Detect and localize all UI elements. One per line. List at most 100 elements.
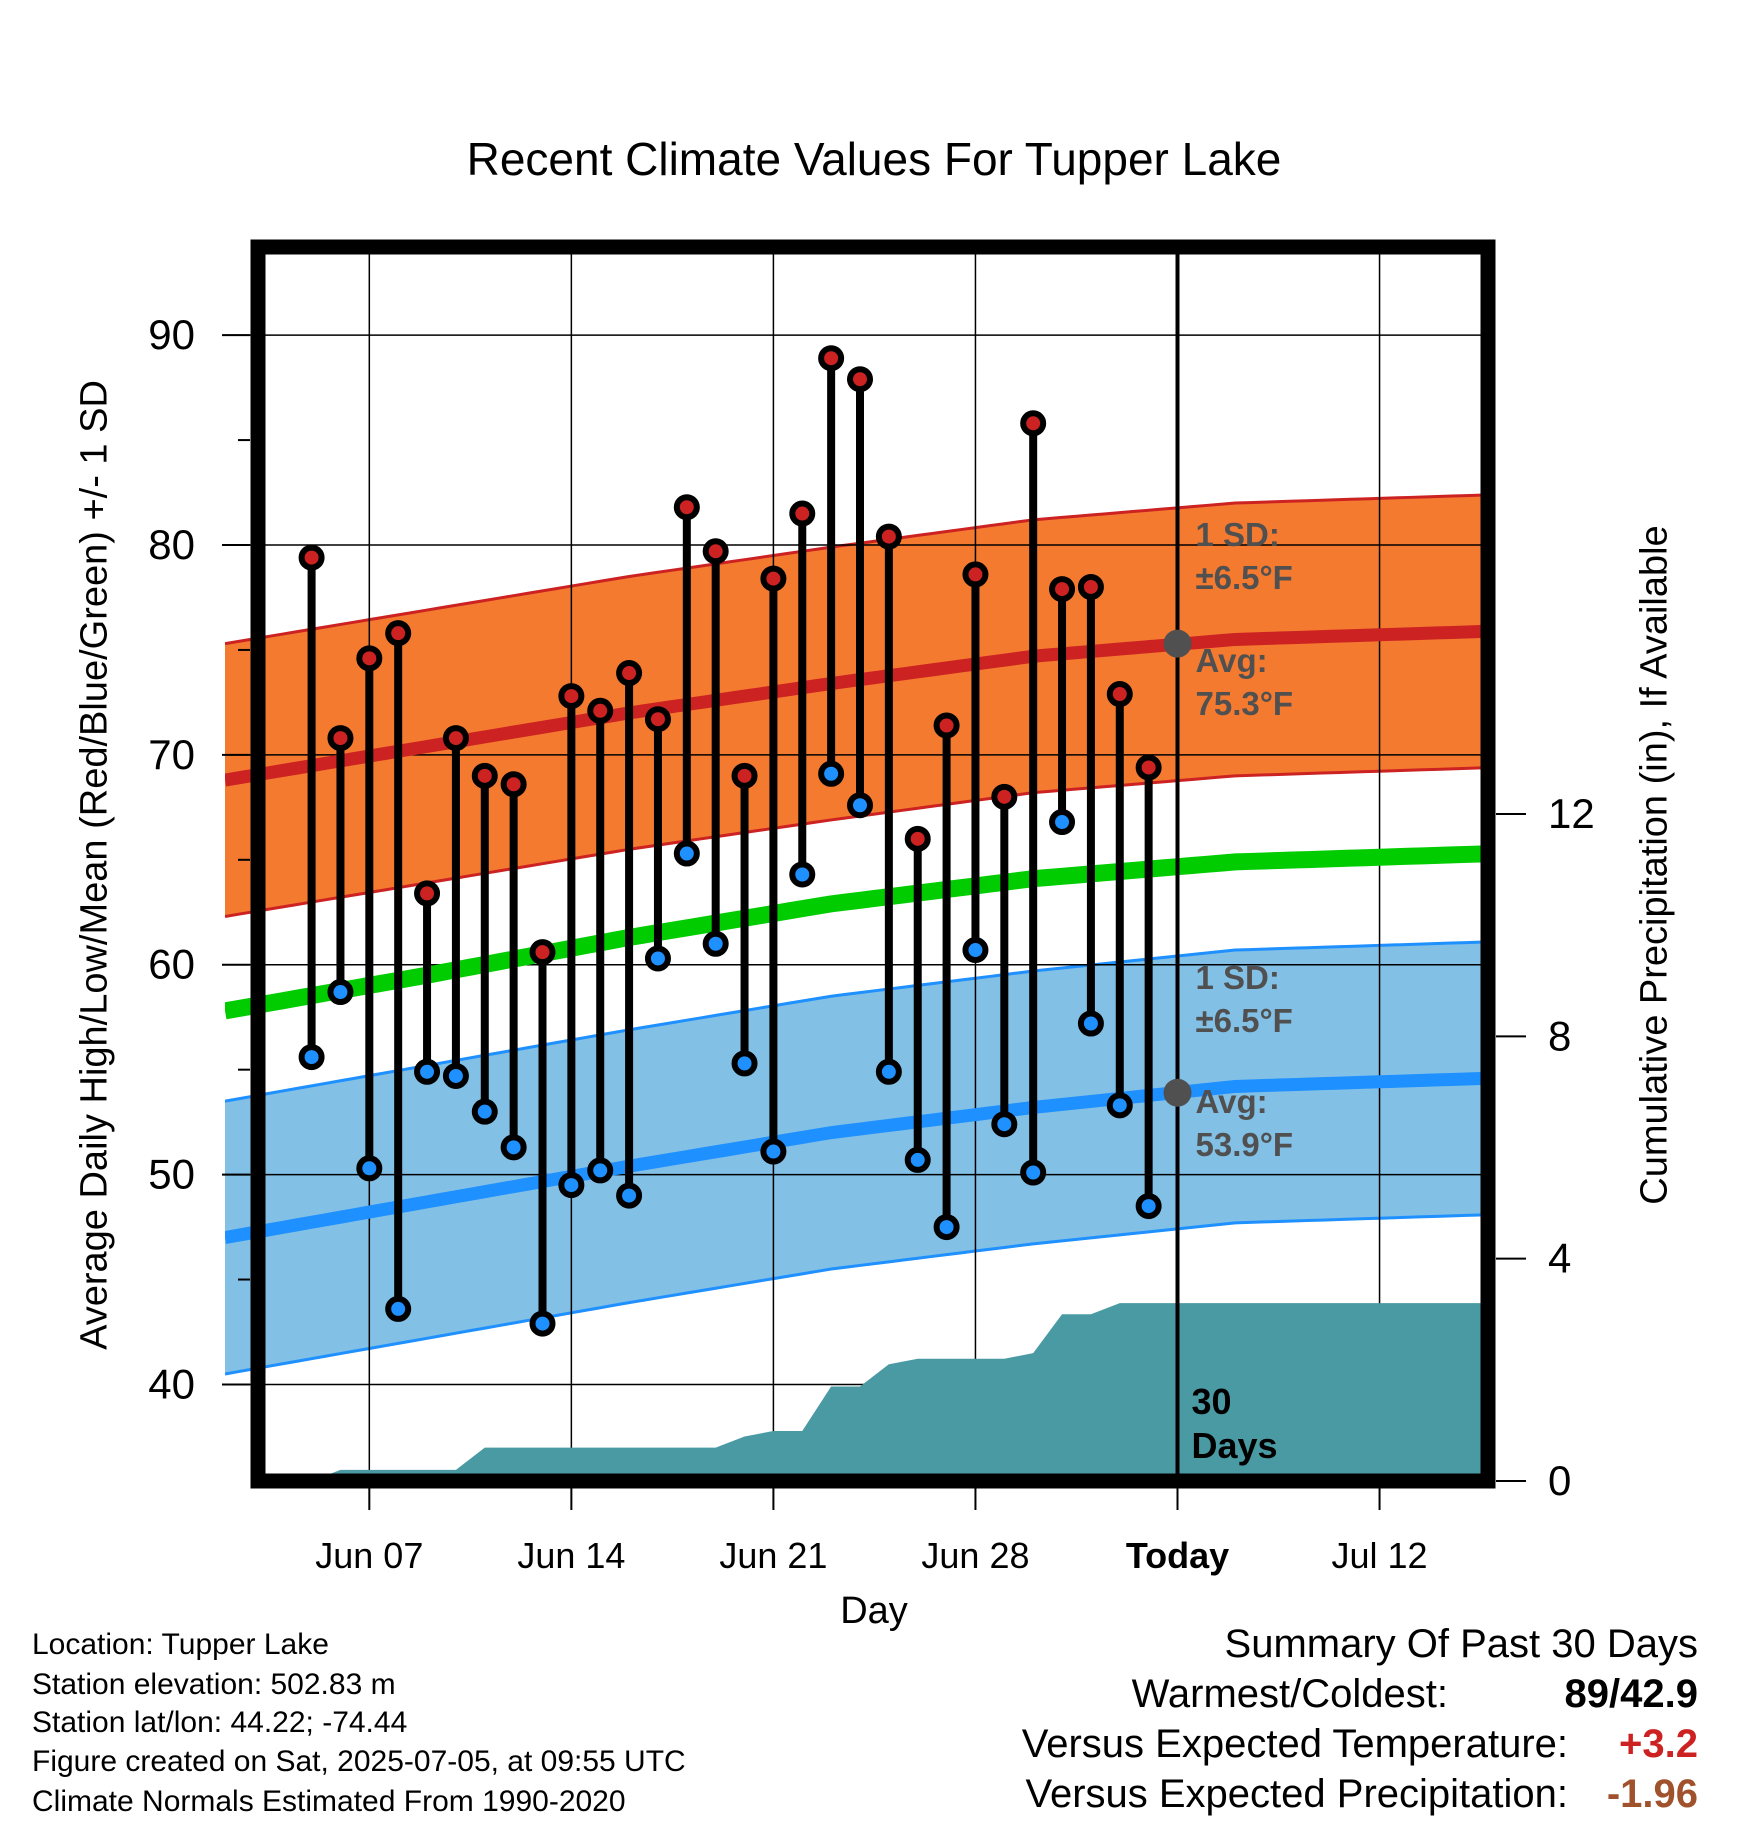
footer-location: Location: Tupper Lake	[32, 1628, 329, 1661]
high-avg-value: 75.3°F	[1196, 685, 1294, 722]
daily-high-point	[962, 561, 989, 588]
daily-high-point	[616, 660, 643, 687]
daily-low-point	[904, 1146, 931, 1173]
daily-high-point	[1106, 681, 1133, 708]
daily-high-point	[385, 620, 412, 647]
daily-high-point	[442, 725, 469, 752]
daily-low-point	[875, 1058, 902, 1085]
daily-high-point	[1020, 410, 1047, 437]
daily-low-point	[1020, 1159, 1047, 1186]
y-right-tick-label: 12	[1548, 790, 1595, 837]
daily-low-point	[414, 1058, 441, 1085]
daily-high-point	[933, 712, 960, 739]
footer-normals: Climate Normals Estimated From 1990-2020	[32, 1785, 626, 1818]
daily-low-point	[298, 1044, 325, 1071]
low-sd-value: ±6.5°F	[1196, 1002, 1293, 1039]
daily-high-point	[818, 345, 845, 372]
normal-mean-line	[225, 845, 1495, 1020]
daily-high-point	[789, 500, 816, 527]
summary-warm-cold-value: 89/42.9	[1564, 1672, 1698, 1716]
x-tick-label: Jul 12	[1332, 1535, 1428, 1576]
y-left-tick-label: 80	[148, 521, 195, 568]
daily-low-point	[529, 1310, 556, 1337]
daily-high-point	[471, 762, 498, 789]
daily-low-point	[442, 1062, 469, 1089]
y-axis-left-label: Average Daily High/Low/Mean (Red/Blue/Gr…	[73, 380, 116, 1350]
window-label-days: Days	[1192, 1425, 1278, 1466]
daily-high-point	[731, 762, 758, 789]
x-tick-label: Jun 07	[315, 1535, 423, 1576]
daily-low-point	[644, 945, 671, 972]
y-left-tick-label: 60	[148, 941, 195, 988]
daily-low-point	[1106, 1092, 1133, 1119]
y-left-tick-label: 50	[148, 1151, 195, 1198]
high-avg-today-marker	[1163, 629, 1192, 658]
daily-low-point	[702, 930, 729, 957]
summary-warm-cold-label: Warmest/Coldest:	[1131, 1672, 1448, 1716]
x-tick-label: Jun 14	[517, 1535, 625, 1576]
daily-low-point	[731, 1050, 758, 1077]
daily-low-point	[1135, 1193, 1162, 1220]
x-tick-label: Jun 28	[921, 1535, 1029, 1576]
daily-high-point	[1049, 576, 1076, 603]
daily-high-point	[298, 544, 325, 571]
daily-high-point	[875, 523, 902, 550]
low-sd-label: 1 SD:	[1196, 959, 1280, 996]
low-avg-value: 53.9°F	[1196, 1126, 1294, 1163]
daily-high-point	[1077, 573, 1104, 600]
low-avg-label: Avg:	[1196, 1083, 1268, 1120]
daily-low-point	[673, 840, 700, 867]
daily-low-point	[385, 1295, 412, 1322]
footer-latlon: Station lat/lon: 44.22; -74.44	[32, 1706, 408, 1739]
x-tick-label: Today	[1126, 1535, 1229, 1576]
y-right-tick-label: 4	[1548, 1235, 1571, 1282]
low-sd-lower-edge	[225, 1212, 1495, 1376]
low-avg-today-marker	[1163, 1078, 1192, 1107]
summary-precip-label: Versus Expected Precipitation:	[1025, 1772, 1568, 1816]
y-left-tick-label: 40	[148, 1360, 195, 1407]
summary-precip-value: -1.96	[1606, 1772, 1698, 1816]
chart-title: Recent Climate Values For Tupper Lake	[466, 133, 1282, 185]
footer-created: Figure created on Sat, 2025-07-05, at 09…	[32, 1745, 686, 1778]
daily-high-point	[760, 565, 787, 592]
daily-high-point	[673, 494, 700, 521]
daily-high-point	[414, 880, 441, 907]
y-right-tick-label: 0	[1548, 1457, 1571, 1504]
high-sd-label: 1 SD:	[1196, 516, 1280, 553]
summary-temp-label: Versus Expected Temperature:	[1021, 1722, 1568, 1766]
daily-high-point	[644, 706, 671, 733]
daily-high-point	[847, 366, 873, 393]
x-axis-label: Day	[840, 1590, 908, 1632]
summary-temp-value: +3.2	[1619, 1722, 1698, 1766]
x-tick-label: Jun 21	[719, 1535, 827, 1576]
daily-high-point	[904, 825, 931, 852]
daily-low-point	[327, 979, 354, 1006]
y-left-tick-label: 90	[148, 311, 195, 358]
daily-low-point	[616, 1182, 643, 1209]
daily-low-point	[558, 1172, 585, 1199]
daily-low-point	[587, 1157, 614, 1184]
high-sd-value: ±6.5°F	[1196, 559, 1293, 596]
daily-high-point	[529, 939, 556, 966]
daily-low-point	[471, 1098, 498, 1125]
daily-low-point	[760, 1138, 787, 1165]
normal-low-line	[225, 1071, 1495, 1244]
daily-high-point	[587, 697, 614, 724]
daily-low-point	[789, 861, 816, 888]
daily-high-point	[1135, 754, 1162, 781]
y-axis-right-label: Cumulative Precipitation (in), If Availa…	[1633, 525, 1676, 1205]
daily-high-point	[991, 783, 1018, 810]
daily-low-point	[847, 792, 873, 819]
daily-low-point	[962, 937, 989, 964]
daily-high-point	[500, 771, 527, 798]
daily-low-point	[933, 1214, 960, 1241]
daily-low-point	[500, 1134, 527, 1161]
daily-low-point	[818, 760, 845, 787]
window-label-count: 30	[1192, 1381, 1232, 1422]
y-left-tick-label: 70	[148, 731, 195, 778]
high-avg-label: Avg:	[1196, 642, 1268, 679]
daily-low-point	[1077, 1010, 1104, 1037]
daily-low-point	[991, 1111, 1018, 1138]
daily-low-point	[1049, 809, 1076, 836]
